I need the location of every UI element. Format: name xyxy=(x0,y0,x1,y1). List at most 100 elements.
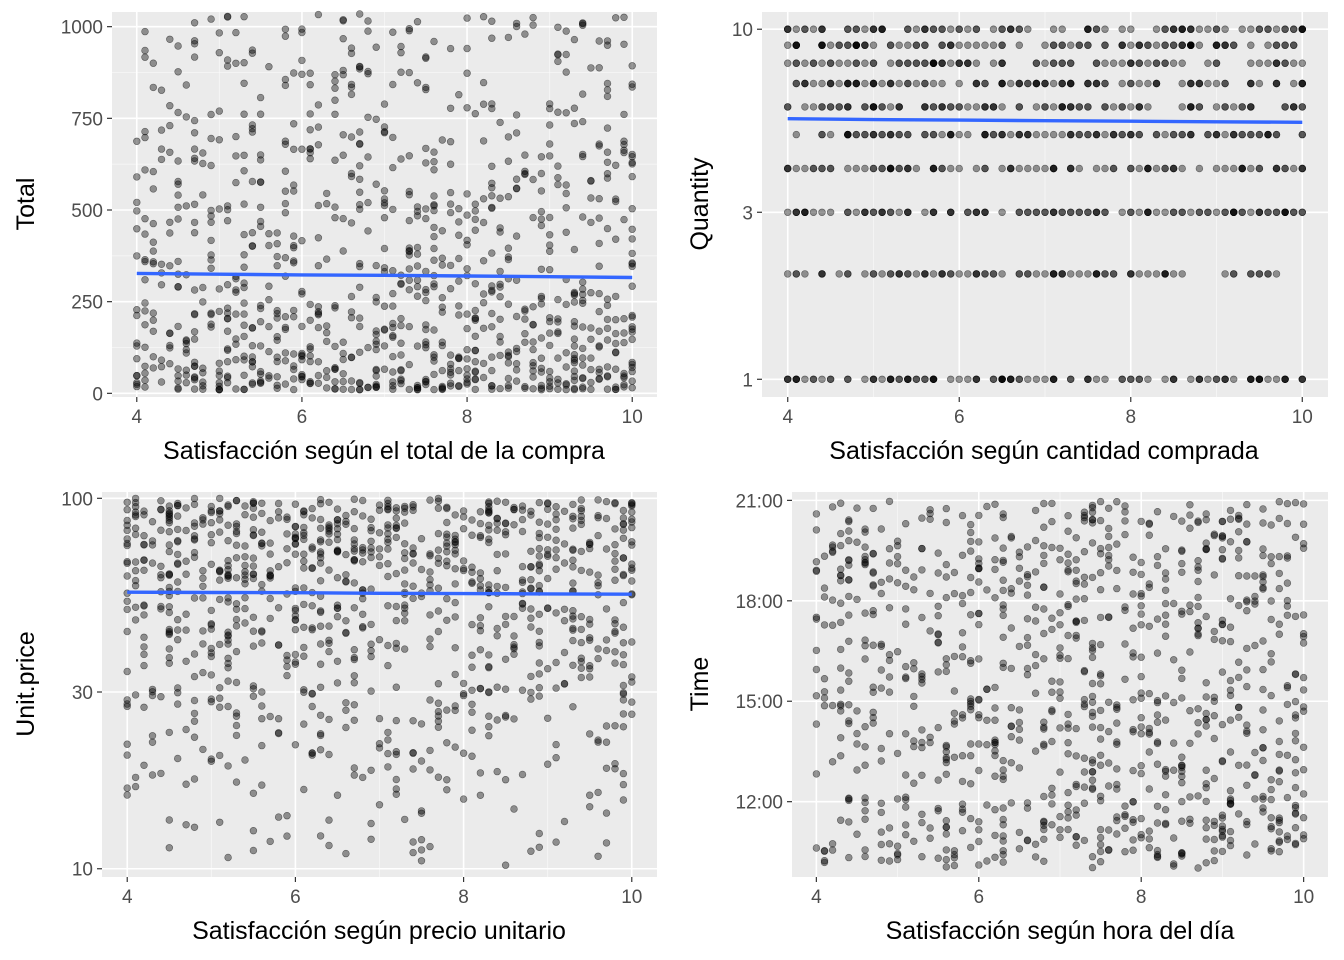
data-point xyxy=(1075,103,1084,111)
data-point xyxy=(422,377,430,386)
data-point xyxy=(446,104,455,113)
data-point xyxy=(1015,564,1024,572)
data-point xyxy=(488,179,496,188)
data-point xyxy=(1113,584,1121,593)
data-point xyxy=(1210,711,1219,720)
data-point xyxy=(1075,41,1084,49)
data-point xyxy=(1264,59,1272,67)
panel-total-y-title: Total xyxy=(12,178,40,231)
data-point xyxy=(133,311,141,320)
data-point xyxy=(291,606,300,615)
data-point xyxy=(405,25,413,33)
data-point xyxy=(401,508,409,516)
data-point xyxy=(611,235,620,243)
data-point xyxy=(577,566,585,575)
data-point xyxy=(893,849,902,858)
data-point xyxy=(958,629,967,637)
data-point xyxy=(273,381,281,389)
data-point xyxy=(602,636,611,644)
data-point xyxy=(1202,539,1210,547)
data-point xyxy=(300,550,308,558)
data-point xyxy=(611,525,619,533)
data-point xyxy=(1049,103,1058,111)
data-point xyxy=(1153,561,1162,570)
data-point xyxy=(1178,852,1186,860)
data-point xyxy=(281,187,290,195)
data-point xyxy=(273,306,281,315)
data-point xyxy=(224,628,232,636)
data-point xyxy=(983,685,991,693)
data-point xyxy=(552,658,560,667)
data-point xyxy=(455,311,463,319)
data-point xyxy=(413,342,422,350)
data-point xyxy=(392,533,400,542)
data-point xyxy=(828,846,837,854)
data-point xyxy=(1137,602,1145,610)
data-point xyxy=(1088,776,1097,784)
data-point xyxy=(918,852,926,861)
data-point xyxy=(273,240,281,248)
data-point xyxy=(232,178,240,187)
data-point xyxy=(998,103,1006,111)
data-point xyxy=(389,385,397,393)
data-point xyxy=(413,243,422,252)
data-point xyxy=(1096,833,1105,842)
data-point xyxy=(1015,736,1024,744)
data-point xyxy=(929,208,938,217)
data-point xyxy=(199,149,207,157)
data-point xyxy=(1137,517,1145,526)
data-point xyxy=(422,338,430,346)
data-point xyxy=(1040,792,1048,801)
data-point xyxy=(443,530,451,538)
data-point xyxy=(1041,208,1049,217)
data-point xyxy=(1186,815,1194,823)
data-point xyxy=(232,275,240,283)
data-point xyxy=(545,100,554,108)
data-point xyxy=(182,570,190,578)
data-point xyxy=(878,270,886,278)
data-point xyxy=(1251,572,1259,580)
data-point xyxy=(861,208,869,217)
data-point xyxy=(157,692,165,701)
data-point xyxy=(174,215,182,223)
data-point xyxy=(577,496,585,504)
data-point xyxy=(845,719,853,728)
data-point xyxy=(942,755,950,764)
data-point xyxy=(869,79,878,88)
data-point xyxy=(964,130,972,139)
data-point xyxy=(1247,375,1255,383)
data-point xyxy=(1204,79,1212,88)
data-point xyxy=(165,844,174,852)
data-point xyxy=(123,541,131,550)
data-point xyxy=(223,56,232,64)
data-point xyxy=(123,597,131,605)
data-point xyxy=(1015,130,1023,139)
data-point xyxy=(1040,583,1048,591)
data-point xyxy=(1275,737,1284,746)
data-point xyxy=(545,241,554,249)
data-point xyxy=(1031,747,1040,755)
data-point xyxy=(792,375,800,383)
data-point xyxy=(434,679,443,688)
data-point xyxy=(468,620,476,629)
data-point xyxy=(323,329,331,337)
data-point xyxy=(950,753,959,761)
data-point xyxy=(359,773,367,782)
data-point xyxy=(1255,270,1264,278)
data-point xyxy=(372,345,380,354)
data-point xyxy=(190,145,199,153)
data-point xyxy=(446,379,455,387)
data-point xyxy=(350,764,358,772)
data-point xyxy=(861,815,869,823)
data-point xyxy=(512,377,521,385)
data-point xyxy=(1088,863,1097,872)
data-point xyxy=(207,161,215,170)
data-point xyxy=(619,526,628,534)
data-point xyxy=(1137,592,1145,600)
data-point xyxy=(950,568,959,577)
data-point xyxy=(1049,130,1058,139)
data-point xyxy=(380,244,389,253)
data-point xyxy=(611,722,619,730)
data-point xyxy=(1104,826,1113,834)
data-point xyxy=(1267,553,1275,561)
